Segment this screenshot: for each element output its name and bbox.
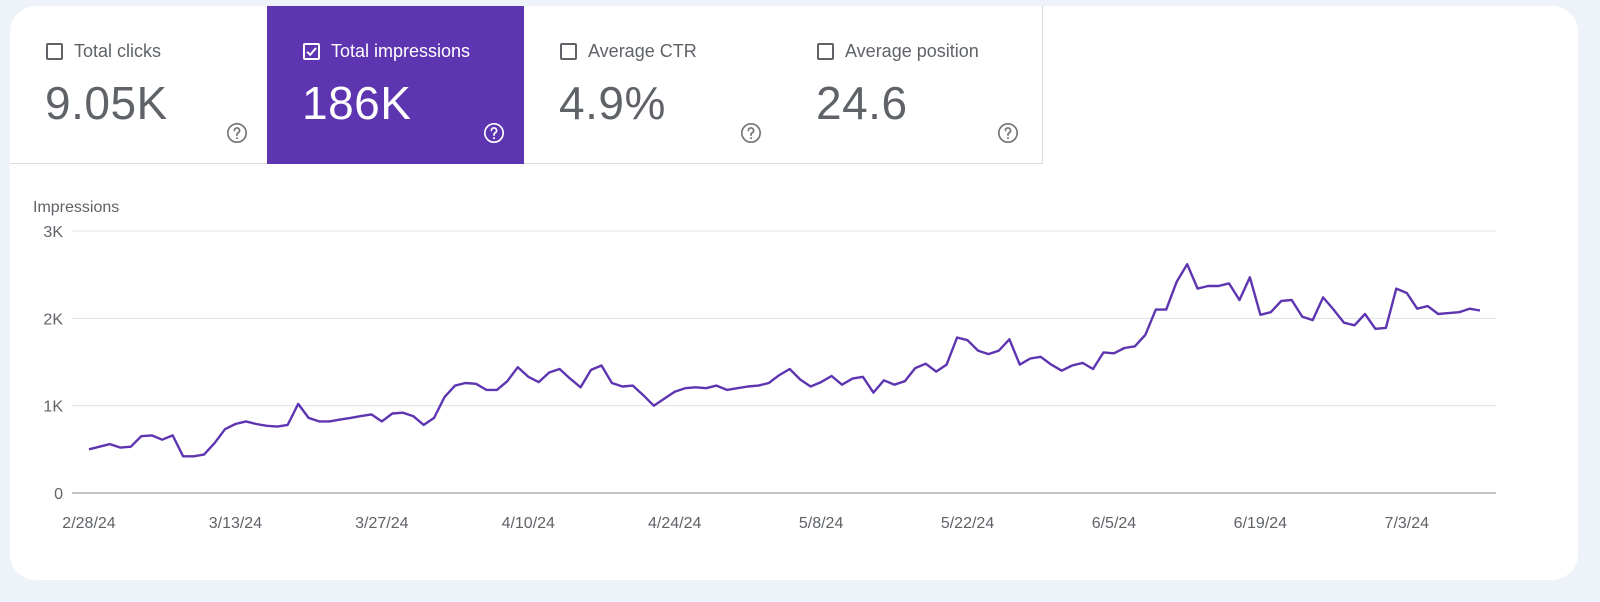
x-tick-label: 5/8/24 <box>799 515 844 532</box>
metric-value: 186K <box>302 77 412 129</box>
metric-tiles: Total clicks 9.05K Total impressions 186… <box>10 6 1070 165</box>
y-tick-label: 0 <box>54 486 63 503</box>
impressions-series-line <box>88 263 1481 458</box>
x-tick-label: 5/22/24 <box>941 515 994 532</box>
checkbox-icon[interactable] <box>46 43 63 60</box>
gridlines <box>72 230 1496 494</box>
metric-label: Total impressions <box>331 41 471 61</box>
y-tick-labels: 0 1K 2K 3K <box>43 224 63 503</box>
metric-tile-average-ctr[interactable]: Average CTR 4.9% <box>524 6 786 164</box>
x-tick-label: 2/28/24 <box>62 515 115 532</box>
metric-label: Total clicks <box>74 41 162 61</box>
x-tick-label: 6/19/24 <box>1234 515 1287 532</box>
help-circle-icon[interactable] <box>226 122 248 144</box>
help-circle-icon[interactable] <box>483 122 505 144</box>
y-tick-label: 1K <box>43 399 63 416</box>
series-lines <box>88 263 1481 458</box>
y-axis-title: Impressions <box>33 199 119 216</box>
performance-card: Total clicks 9.05K Total impressions 186… <box>10 6 1578 580</box>
y-tick-label: 2K <box>43 311 63 328</box>
metric-value: 9.05K <box>45 77 168 129</box>
impressions-line-chart: Impressions 0 1K 2K 3K 2/28/24 3/13/24 3/27/2… <box>33 199 1496 532</box>
metric-value: 24.6 <box>816 77 908 129</box>
y-tick-label: 3K <box>43 224 63 241</box>
checkbox-icon[interactable] <box>303 43 320 60</box>
x-tick-labels: 2/28/24 3/13/24 3/27/24 4/10/24 4/24/24 5/8/2… <box>62 515 1429 532</box>
metric-tile-average-position[interactable]: Average position 24.6 <box>781 6 1043 164</box>
x-tick-label: 7/3/24 <box>1385 515 1430 532</box>
x-tick-label: 4/10/24 <box>502 515 555 532</box>
metric-label: Average CTR <box>588 41 697 61</box>
metric-value: 4.9% <box>559 77 666 129</box>
checkbox-icon[interactable] <box>560 43 577 60</box>
x-tick-label: 3/27/24 <box>355 515 408 532</box>
x-tick-label: 4/24/24 <box>648 515 701 532</box>
x-tick-label: 6/5/24 <box>1092 515 1137 532</box>
checkbox-icon[interactable] <box>817 43 834 60</box>
x-tick-label: 3/13/24 <box>209 515 262 532</box>
metric-label: Average position <box>845 41 979 61</box>
help-circle-icon[interactable] <box>740 122 762 144</box>
help-circle-icon[interactable] <box>997 122 1019 144</box>
metric-tile-total-clicks[interactable]: Total clicks 9.05K <box>10 6 272 164</box>
metric-tile-total-impressions[interactable]: Total impressions 186K <box>267 6 529 164</box>
